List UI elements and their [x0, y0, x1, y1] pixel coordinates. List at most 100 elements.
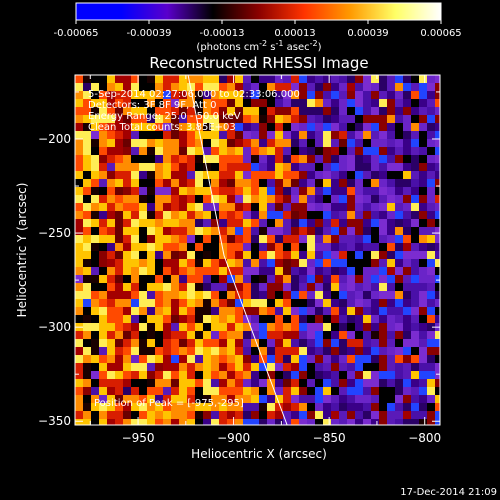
heatmap-cell	[347, 235, 355, 243]
heatmap-cell	[115, 363, 123, 371]
heatmap-cell	[219, 75, 227, 83]
heatmap-cell	[251, 75, 259, 83]
heatmap-cell	[291, 219, 299, 227]
heatmap-cell	[427, 419, 435, 425]
heatmap-cell	[179, 315, 187, 323]
heatmap-cell	[283, 147, 291, 155]
heatmap-cell	[251, 275, 259, 283]
heatmap-cell	[75, 219, 83, 227]
heatmap-cell	[283, 323, 291, 331]
heatmap-cell	[267, 83, 275, 91]
heatmap-cell	[107, 187, 115, 195]
heatmap-cell	[411, 283, 419, 291]
heatmap-cell	[187, 339, 195, 347]
heatmap-cell	[163, 331, 171, 339]
heatmap-cell	[315, 211, 323, 219]
heatmap-cell	[83, 179, 91, 187]
heatmap-cell	[267, 419, 275, 425]
heatmap-cell	[363, 283, 371, 291]
heatmap-cell	[419, 219, 427, 227]
heatmap-cell	[283, 331, 291, 339]
heatmap-cell	[179, 347, 187, 355]
heatmap-cell	[259, 187, 267, 195]
heatmap-cell	[291, 163, 299, 171]
heatmap-cell	[83, 91, 91, 99]
heatmap-cell	[395, 179, 403, 187]
heatmap-cell	[371, 347, 379, 355]
heatmap-cell	[299, 347, 307, 355]
heatmap-cell	[331, 187, 339, 195]
footer-timestamp: 17-Dec-2014 21:09	[400, 487, 497, 498]
heatmap-cell	[291, 403, 299, 411]
heatmap-cell	[411, 195, 419, 203]
heatmap-cell	[211, 379, 219, 387]
heatmap-cell	[203, 363, 211, 371]
heatmap-cell	[243, 347, 251, 355]
heatmap-cell	[339, 379, 347, 387]
heatmap-cell	[163, 403, 171, 411]
heatmap-cell	[267, 355, 275, 363]
heatmap-cell	[363, 179, 371, 187]
heatmap-cell	[411, 403, 419, 411]
heatmap-cell	[211, 139, 219, 147]
heatmap-cell	[131, 179, 139, 187]
heatmap-cell	[163, 179, 171, 187]
heatmap-cell	[155, 219, 163, 227]
heatmap-cell	[411, 379, 419, 387]
heatmap-cell	[427, 187, 435, 195]
heatmap-cell	[91, 107, 99, 115]
heatmap-cell	[283, 107, 291, 115]
heatmap-cell	[379, 339, 387, 347]
heatmap-cell	[227, 291, 235, 299]
heatmap-cell	[123, 211, 131, 219]
heatmap-cell	[235, 339, 243, 347]
heatmap-cell	[211, 411, 219, 419]
heatmap-cell	[411, 267, 419, 275]
heatmap-cell	[219, 219, 227, 227]
info-line-time: 5-Sep-2014 02:27:06.000 to 02:33:06.000	[88, 89, 300, 100]
heatmap-cell	[259, 299, 267, 307]
heatmap-cell	[243, 75, 251, 83]
heatmap-cell	[291, 411, 299, 419]
heatmap-cell	[259, 235, 267, 243]
heatmap-cell	[155, 147, 163, 155]
heatmap-cell	[299, 283, 307, 291]
heatmap-cell	[139, 315, 147, 323]
heatmap-cell	[211, 91, 219, 99]
heatmap-cell	[427, 251, 435, 259]
heatmap-cell	[179, 235, 187, 243]
heatmap-cell	[427, 115, 435, 123]
heatmap-cell	[123, 307, 131, 315]
heatmap-cell	[203, 315, 211, 323]
heatmap-cell	[323, 299, 331, 307]
heatmap-cell	[315, 123, 323, 131]
heatmap-cell	[251, 371, 259, 379]
heatmap-cell	[75, 251, 83, 259]
heatmap-cell	[339, 283, 347, 291]
heatmap-cell	[203, 411, 211, 419]
heatmap-cell	[91, 419, 99, 425]
heatmap-cell	[419, 323, 427, 331]
heatmap-cell	[299, 251, 307, 259]
heatmap-cell	[291, 363, 299, 371]
heatmap-cell	[235, 147, 243, 155]
heatmap-cell	[187, 331, 195, 339]
heatmap-cell	[307, 163, 315, 171]
heatmap-cell	[403, 91, 411, 99]
heatmap-cell	[171, 267, 179, 275]
heatmap-cell	[243, 355, 251, 363]
heatmap-cell	[195, 243, 203, 251]
axis-ticks	[75, 75, 440, 425]
heatmap-cell	[395, 123, 403, 131]
heatmap-cell	[171, 291, 179, 299]
heatmap-cell	[435, 315, 440, 323]
heatmap-cell	[251, 379, 259, 387]
heatmap-cell	[387, 275, 395, 283]
colorbar: -0.00065 -0.00039 -0.00013 0.00013 0.00039 0.…	[54, 2, 462, 53]
heatmap-cell	[75, 419, 83, 425]
heatmap-cell	[259, 291, 267, 299]
heatmap-cell	[355, 419, 363, 425]
heatmap-cell	[275, 387, 283, 395]
heatmap-cell	[83, 283, 91, 291]
heatmap-cell	[427, 379, 435, 387]
